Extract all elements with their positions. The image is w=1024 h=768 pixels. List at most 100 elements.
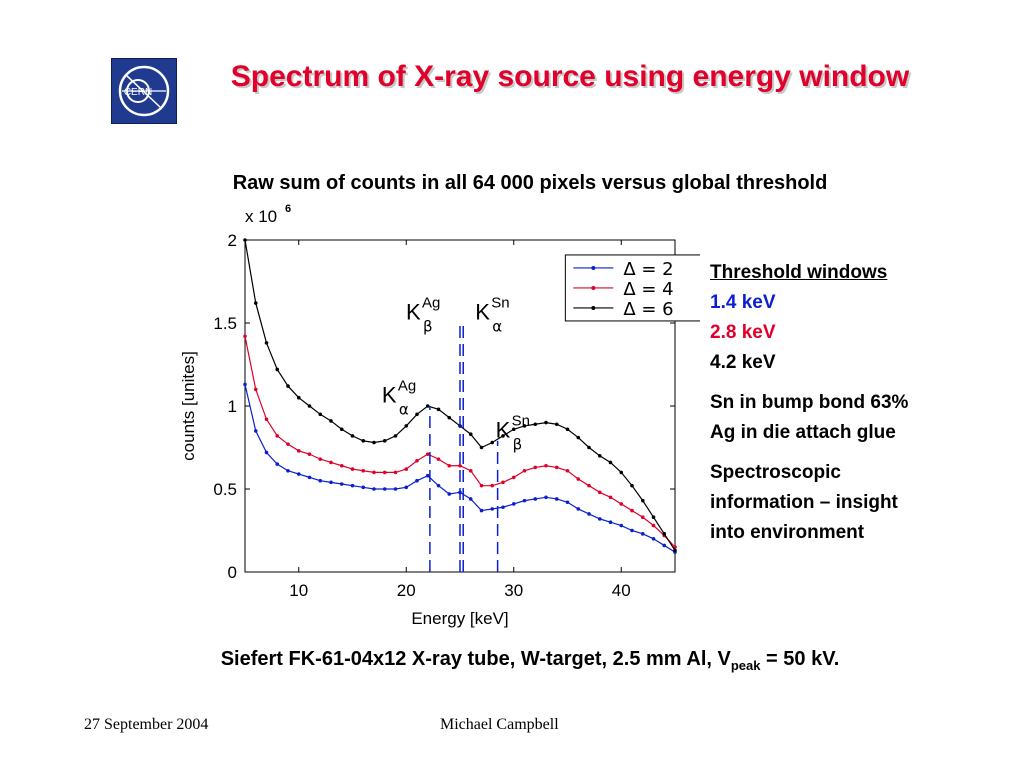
caption-sub: peak (730, 658, 761, 673)
data-point (597, 517, 602, 521)
data-point (651, 537, 656, 541)
data-point (565, 500, 570, 505)
data-point (404, 424, 409, 428)
data-point (479, 483, 484, 488)
data-point (511, 427, 516, 432)
data-point (576, 435, 581, 440)
marker-label-sub: α (492, 318, 502, 336)
data-point (296, 449, 301, 453)
spectrum-chart: 10 20 30 40 0 0.5 1 1.5 2 Energy [keV] counts [uni… (179, 203, 700, 628)
data-point (286, 442, 290, 446)
spectroscopic-note: Spectroscopic information – insight into… (710, 458, 1010, 548)
data-point (576, 507, 581, 511)
data-point (307, 475, 312, 480)
data-point (479, 508, 484, 513)
data-point (544, 495, 548, 500)
cern-logo-icon: CERN (118, 65, 170, 117)
data-point (673, 548, 677, 553)
data-point (490, 507, 495, 511)
data-point (436, 407, 441, 412)
y-axis-label: counts [unites] (179, 351, 198, 461)
data-point (243, 382, 247, 387)
data-point (350, 467, 355, 471)
data-point (597, 490, 602, 495)
data-point (533, 465, 538, 470)
data-point (243, 334, 247, 339)
data-point (264, 417, 269, 422)
data-point (361, 485, 366, 490)
data-point (511, 475, 516, 480)
data-point (651, 515, 656, 520)
data-point (597, 454, 602, 458)
data-point (307, 404, 312, 408)
data-point (382, 470, 387, 475)
data-point (587, 483, 591, 488)
data-point (425, 452, 430, 456)
data-point (554, 465, 559, 470)
spectroscopic-line-1: Spectroscopic (710, 462, 841, 483)
data-point (253, 387, 258, 392)
data-point (350, 483, 355, 488)
data-point (501, 434, 505, 438)
data-point (425, 404, 430, 408)
data-point (339, 482, 344, 486)
chart-subtitle: Raw sum of counts in all 64 000 pixels v… (232, 172, 828, 194)
data-point (382, 439, 387, 443)
legend-swatch-marker (591, 305, 596, 310)
data-point (361, 439, 366, 443)
data-point (350, 434, 355, 438)
data-point (619, 502, 624, 506)
y-tick-label: 1.5 (213, 314, 237, 333)
data-point (490, 483, 495, 488)
cern-logo-text: CERN (124, 87, 152, 98)
data-point (329, 480, 333, 485)
data-point (640, 498, 645, 503)
data-point (275, 462, 280, 466)
data-point (318, 478, 323, 483)
data-point (490, 440, 495, 445)
y-tick-label: 0 (228, 563, 237, 582)
data-point (630, 508, 634, 513)
data-point (275, 367, 280, 372)
data-point (425, 473, 430, 478)
data-point (307, 452, 312, 456)
data-point (630, 483, 634, 488)
data-point (447, 463, 452, 468)
data-point (533, 497, 538, 501)
marker-label: K (496, 418, 511, 443)
marker-label-sub: β (423, 318, 433, 336)
data-point (318, 412, 323, 417)
legend-swatch-marker (591, 285, 596, 290)
data-point (565, 468, 570, 473)
data-point (522, 468, 527, 473)
data-point (544, 420, 548, 425)
data-point (468, 497, 473, 501)
threshold-window-1: 1.4 keV (710, 292, 776, 313)
x-tick-label: 40 (612, 581, 631, 600)
data-point (372, 440, 376, 445)
y-tick-label: 1 (228, 397, 237, 416)
legend-entry: Δ = 2 (623, 259, 673, 280)
data-point (253, 301, 258, 305)
data-point (393, 470, 398, 475)
data-point (275, 434, 280, 438)
data-point (662, 543, 667, 548)
data-point (286, 384, 290, 388)
data-point (662, 532, 667, 536)
data-point (554, 497, 559, 501)
data-point (468, 432, 473, 437)
caption: Siefert FK-61-04x12 X-ray tube, W-target… (60, 648, 1000, 673)
data-point (619, 470, 624, 475)
data-point (318, 457, 323, 461)
data-point (264, 450, 269, 455)
data-point (415, 478, 419, 483)
data-point (608, 520, 613, 524)
marker-label-sub: β (513, 436, 523, 454)
data-point (587, 445, 591, 450)
y-multiplier: x 10 (245, 207, 277, 226)
data-point (619, 523, 624, 528)
caption-main: Siefert FK-61-04x12 X-ray tube, W-target… (220, 648, 731, 670)
data-point (253, 429, 258, 433)
data-point (436, 483, 441, 488)
marker-label-sup: Sn (491, 295, 509, 312)
